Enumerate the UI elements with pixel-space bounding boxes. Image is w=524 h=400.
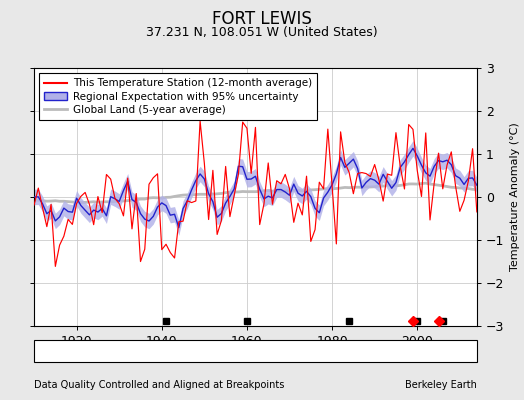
Text: Data Quality Controlled and Aligned at Breakpoints: Data Quality Controlled and Aligned at B…: [34, 380, 285, 390]
Y-axis label: Temperature Anomaly (°C): Temperature Anomaly (°C): [510, 123, 520, 271]
Text: Record Gap: Record Gap: [158, 346, 219, 356]
Text: ▼: ▼: [247, 346, 256, 356]
Legend: This Temperature Station (12-month average), Regional Expectation with 95% uncer: This Temperature Station (12-month avera…: [39, 73, 317, 120]
Text: ■: ■: [380, 346, 390, 356]
Text: Time of Obs. Change: Time of Obs. Change: [255, 346, 364, 356]
Text: FORT LEWIS: FORT LEWIS: [212, 10, 312, 28]
Text: Station Move: Station Move: [47, 346, 115, 356]
Text: Berkeley Earth: Berkeley Earth: [405, 380, 477, 390]
Text: ▲: ▲: [150, 346, 159, 356]
Text: 37.231 N, 108.051 W (United States): 37.231 N, 108.051 W (United States): [146, 26, 378, 39]
Text: ◆: ◆: [39, 344, 48, 358]
Text: Empirical Break: Empirical Break: [389, 346, 471, 356]
